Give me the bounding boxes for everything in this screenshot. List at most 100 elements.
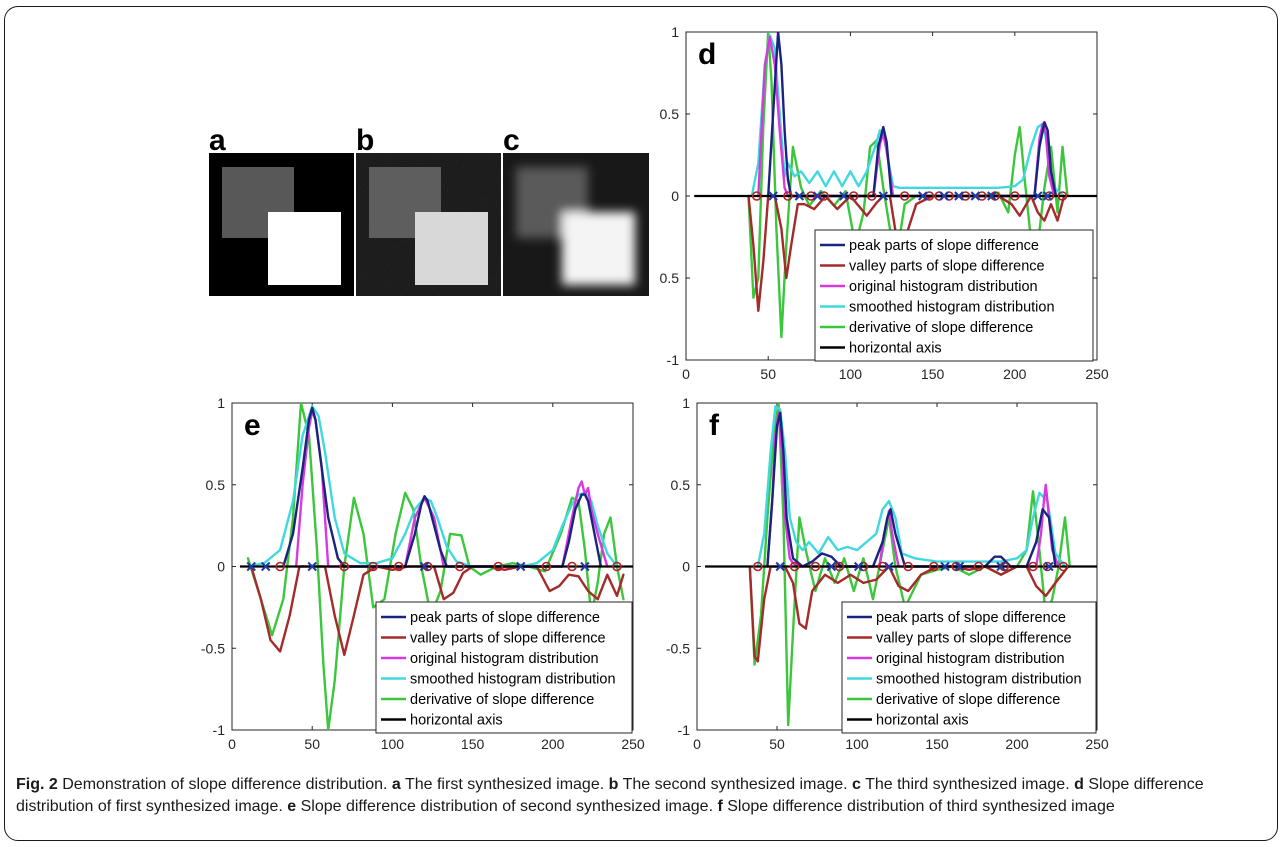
valley-marker [903, 561, 914, 572]
x-tick-label: 250 [1085, 736, 1109, 752]
y-tick-label: -0.5 [666, 640, 690, 656]
series-line-peak [767, 32, 1058, 198]
legend-label-smoothed: smoothed histogram distribution [876, 672, 1082, 688]
synthesized-image-panels: a b c [209, 124, 649, 296]
panel-letter-e: e [244, 409, 261, 442]
peak-marker [775, 561, 785, 572]
x-tick-label: 250 [621, 736, 645, 752]
series-line-derivative [747, 32, 1069, 339]
legend-box [841, 601, 1097, 734]
y-tick-label: 0 [682, 559, 690, 575]
valley-marker [960, 191, 971, 201]
x-tick-label: 50 [304, 736, 320, 752]
panel-divider [354, 153, 356, 296]
caption-letter-c: c [852, 776, 861, 793]
peak-marker [768, 191, 778, 201]
legend: peak parts of slope difference valley par… [375, 601, 633, 734]
peak-marker [839, 191, 849, 201]
peak-marker [918, 191, 928, 201]
y-tick-label: 0 [671, 188, 679, 204]
legend-label-smoothed: smoothed histogram distribution [849, 300, 1055, 316]
valley-marker [783, 191, 793, 201]
peak-marker [939, 191, 949, 201]
legend-label-original: original histogram distribution [849, 279, 1038, 295]
series-line-smoothed [756, 405, 1067, 568]
valley-marker [810, 561, 821, 572]
x-tick-label: 200 [1005, 736, 1029, 752]
caption-text-d: Slope difference distribution of first s… [16, 776, 1204, 815]
valley-marker [339, 561, 350, 572]
valley-marker [977, 191, 987, 201]
y-tick-label: -1 [667, 352, 680, 368]
x-tick-label: 100 [845, 736, 869, 752]
valley-marker [493, 561, 504, 572]
panel-letter-f: f [709, 409, 720, 442]
valley-marker [394, 561, 404, 572]
legend-label-peak: peak parts of slope difference [849, 238, 1039, 254]
legend-box [814, 229, 1094, 362]
legend-label-derivative: derivative of slope difference [849, 320, 1033, 336]
series-line-derivative [246, 403, 625, 730]
valley-marker [1009, 191, 1020, 201]
x-tick-label: 200 [1003, 366, 1027, 382]
valley-marker [806, 191, 816, 201]
series-line-peak [282, 406, 603, 568]
legend: peak parts of slope difference valley par… [814, 229, 1094, 362]
y-tick-label: 0.5 [206, 477, 226, 493]
panel-divider [501, 153, 503, 296]
plot-lines [694, 32, 1097, 339]
caption-text-e: Slope difference distribution of second … [300, 798, 714, 815]
valley-marker [454, 561, 465, 572]
legend-label-derivative: derivative of slope difference [410, 692, 594, 708]
x-tick-label: 150 [461, 736, 485, 752]
valley-marker [275, 561, 285, 572]
peak-marker [996, 561, 1006, 572]
x-tick-label: 50 [760, 366, 776, 382]
valley-marker [899, 191, 910, 201]
x-tick-label: 250 [1085, 366, 1109, 382]
valley-marker [1028, 561, 1038, 572]
panel-letter-a: a [209, 124, 226, 157]
x-tick-label: 0 [228, 736, 236, 752]
caption-letter-d: d [1074, 776, 1084, 793]
peak-marker [954, 191, 964, 201]
peak-marker [260, 561, 271, 572]
plot-lines [705, 403, 1097, 727]
valley-marker [751, 191, 762, 201]
peak-marker [878, 191, 888, 201]
valley-marker [1044, 191, 1055, 201]
caption-letter-e: e [287, 798, 297, 815]
y-tick-label: 1 [671, 24, 679, 40]
y-tick-label: -0.5 [201, 640, 225, 656]
y-tick-label: 0.5 [671, 477, 691, 493]
y-tick-label: -1 [213, 722, 226, 738]
x-tick-label: 150 [921, 366, 945, 382]
valley-marker [789, 561, 800, 572]
image-panel-b [356, 153, 501, 296]
valley-marker [1058, 561, 1069, 572]
legend-label-axis: horizontal axis [849, 341, 942, 357]
legend-label-derivative: derivative of slope difference [876, 692, 1060, 708]
valley-marker [877, 561, 888, 572]
peak-marker [794, 191, 805, 201]
y-tick-label: 1 [217, 395, 225, 411]
legend-label-smoothed: smoothed histogram distribution [410, 672, 616, 688]
valley-marker [1042, 561, 1053, 572]
y-tick-label: 0.5 [660, 270, 680, 286]
x-tick-label: 100 [381, 736, 405, 752]
peak-marker [970, 191, 981, 201]
peak-marker [884, 561, 894, 572]
legend-label-original: original histogram distribution [876, 651, 1065, 667]
panel-letter-c: c [503, 124, 520, 157]
valley-marker [866, 191, 877, 201]
valley-marker [928, 561, 939, 572]
caption-letter-f: f [717, 798, 723, 815]
caption-letter-b: b [608, 776, 619, 793]
panel-letter-d: d [698, 38, 716, 71]
legend-label-valley: valley parts of slope difference [410, 631, 606, 647]
caption-text-a: The first synthesized image. [404, 776, 605, 793]
y-tick-label: -1 [678, 722, 691, 738]
y-tick-label: 0 [217, 559, 225, 575]
